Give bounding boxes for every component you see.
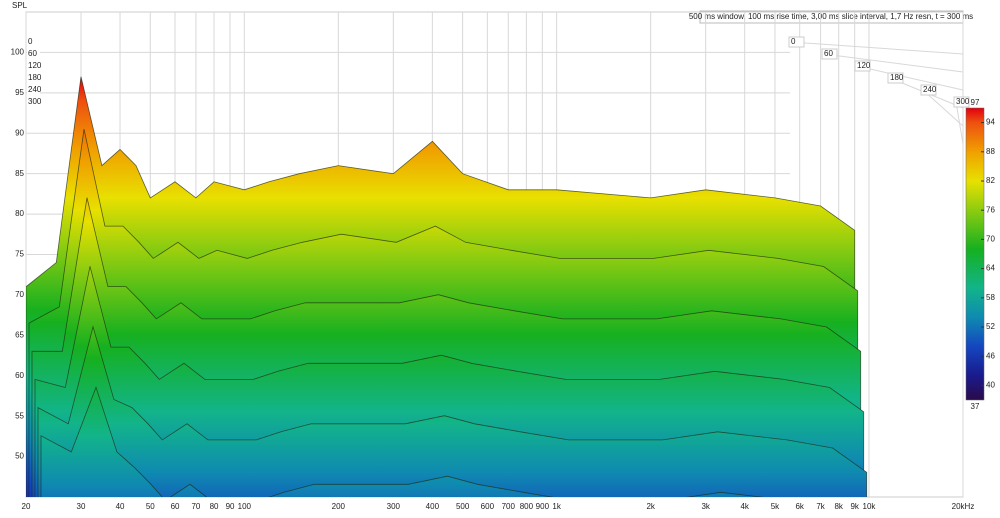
colorbar-tick-label: 94 [986, 118, 995, 127]
time-label-box [27, 61, 40, 71]
colorbar-tick-label: 52 [986, 322, 995, 331]
time-grid-line [955, 101, 964, 145]
time-label-box [27, 85, 40, 95]
y-tick-label: 70 [15, 290, 24, 299]
time-tick-label: 300 [28, 97, 42, 106]
time-tick-label: 120 [28, 61, 42, 70]
time-tick-label: 0 [28, 37, 33, 46]
time-tick-label: 60 [28, 49, 37, 58]
time-label-box [821, 48, 838, 60]
x-tick-label: 6k [795, 502, 804, 511]
x-tick-label: 300 [387, 502, 401, 511]
time-tick-label: 120 [857, 61, 871, 70]
colorbar-tick-label: 76 [986, 205, 995, 214]
time-tick-label: 240 [923, 85, 937, 94]
x-tick-label: 800 [520, 502, 534, 511]
y-tick-label: 85 [15, 169, 24, 178]
x-tick-label: 600 [481, 502, 495, 511]
y-tick-label: 90 [15, 128, 24, 137]
slice [40, 386, 765, 497]
x-tick-label: 100 [238, 502, 252, 511]
x-tick-label: 8k [834, 502, 843, 511]
time-tick-label: 300 [956, 97, 970, 106]
y-tick-label: 60 [15, 371, 24, 380]
time-label-box [854, 60, 871, 72]
slice [34, 266, 865, 497]
time-tick-label: 60 [824, 49, 833, 58]
y-tick-label: 100 [11, 48, 25, 57]
x-tick-label: 20 [22, 502, 31, 511]
x-tick-label: 200 [332, 502, 346, 511]
time-label-box [27, 73, 40, 83]
time-label-box [953, 96, 970, 108]
time-label-box [27, 97, 40, 107]
x-tick-label: 700 [502, 502, 516, 511]
colorbar-tick-label: 40 [986, 381, 995, 390]
time-tick-label: 0 [791, 37, 796, 46]
time-tick-label: 180 [890, 73, 904, 82]
time-label-box [27, 49, 40, 59]
y-tick-label: 50 [15, 452, 24, 461]
x-tick-label: 60 [171, 502, 180, 511]
x-tick-label: 500 [456, 502, 470, 511]
y-tick-label: 55 [15, 411, 24, 420]
x-tick-label: 50 [146, 502, 155, 511]
x-tick-label: 4k [740, 502, 749, 511]
y-tick-label: 95 [15, 88, 24, 97]
time-label-box [788, 36, 805, 48]
colorbar-tick-label: 88 [986, 147, 995, 156]
x-tick-label: 2k [646, 502, 655, 511]
time-grid-line [823, 53, 964, 73]
x-tick-label: 90 [226, 502, 235, 511]
surface [26, 76, 868, 497]
colorbar-tick-label: 58 [986, 293, 995, 302]
x-tick-label: 20kHz [952, 502, 975, 511]
x-tick-label: 5k [771, 502, 780, 511]
x-tick-label: 7k [816, 502, 825, 511]
slice [37, 325, 868, 497]
time-label-box [920, 84, 937, 96]
time-grid-line [922, 89, 964, 127]
colorbar-min-label: 37 [971, 402, 980, 411]
time-label-box [27, 37, 40, 47]
y-tick-label: 75 [15, 250, 24, 259]
x-tick-label: 9k [850, 502, 859, 511]
colorbar-max-label: 97 [971, 98, 980, 107]
y-axis-label: SPL [12, 1, 28, 10]
y-tick-label: 80 [15, 209, 24, 218]
colorbar-tick-label: 70 [986, 235, 995, 244]
x-tick-label: 3k [701, 502, 710, 511]
x-tick-label: 30 [77, 502, 86, 511]
x-tick-label: 1k [552, 502, 561, 511]
time-tick-label: 180 [28, 73, 42, 82]
y-tick-label: 65 [15, 330, 24, 339]
info-text: 500 ms window, 100 ms rise time, 3,00 ms… [689, 12, 973, 21]
colorbar [965, 107, 985, 401]
time-grid-line [856, 65, 964, 91]
x-tick-label: 10k [863, 502, 877, 511]
time-label-box [887, 72, 904, 84]
colorbar-tick-label: 46 [986, 351, 995, 360]
x-tick-label: 80 [210, 502, 219, 511]
x-tick-label: 70 [191, 502, 200, 511]
time-tick-label: 240 [28, 85, 42, 94]
x-tick-label: 40 [116, 502, 125, 511]
colorbar-tick-label: 82 [986, 176, 995, 185]
x-tick-label: 400 [426, 502, 440, 511]
time-grid-line [790, 41, 964, 55]
x-tick-label: 900 [536, 502, 550, 511]
colorbar-tick-label: 64 [986, 264, 995, 273]
